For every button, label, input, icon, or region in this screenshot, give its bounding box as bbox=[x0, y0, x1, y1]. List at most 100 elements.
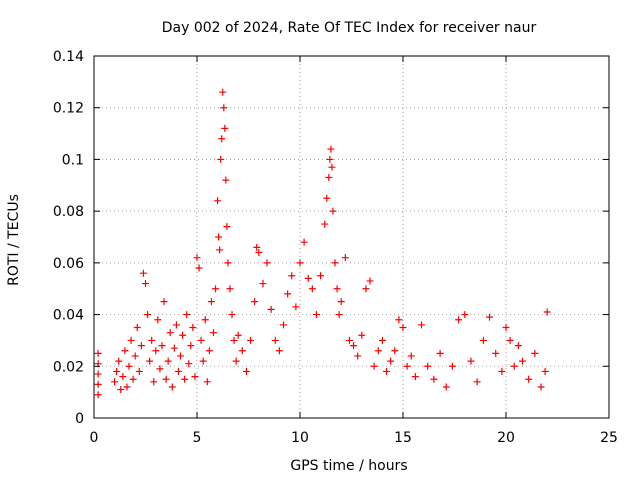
data-point bbox=[543, 308, 551, 316]
data-point bbox=[170, 344, 178, 352]
data-point bbox=[387, 357, 395, 365]
data-point bbox=[121, 347, 129, 355]
data-point bbox=[230, 336, 238, 344]
data-point bbox=[238, 347, 246, 355]
data-point bbox=[216, 246, 224, 254]
x-axis-label: GPS time / hours bbox=[290, 458, 407, 474]
x-tick-label: 10 bbox=[291, 430, 309, 446]
data-point bbox=[195, 264, 203, 272]
y-axis-label: ROTI / TECUs bbox=[6, 194, 22, 286]
data-point bbox=[221, 124, 229, 132]
data-point bbox=[168, 383, 176, 391]
data-point bbox=[514, 342, 522, 350]
data-point bbox=[94, 349, 102, 357]
data-point bbox=[424, 362, 432, 370]
x-tick-label: 5 bbox=[193, 430, 202, 446]
data-point bbox=[158, 342, 166, 350]
data-point bbox=[220, 104, 228, 112]
data-point bbox=[251, 298, 259, 306]
data-point bbox=[362, 285, 370, 293]
data-point bbox=[418, 321, 426, 329]
data-point bbox=[502, 324, 510, 331]
data-point bbox=[226, 285, 234, 293]
data-point bbox=[288, 272, 296, 280]
data-point bbox=[308, 285, 316, 293]
data-point bbox=[374, 347, 382, 355]
data-point bbox=[94, 370, 102, 378]
data-point bbox=[383, 367, 391, 375]
data-point bbox=[312, 311, 320, 319]
data-point bbox=[197, 336, 205, 344]
data-point bbox=[325, 174, 333, 182]
data-point bbox=[395, 316, 403, 324]
y-tick-label: 0 bbox=[75, 411, 84, 427]
data-point bbox=[156, 365, 164, 373]
data-point bbox=[127, 336, 135, 344]
data-point bbox=[224, 259, 232, 267]
data-point bbox=[148, 336, 156, 344]
y-tick-labels: 0 0.02 0.04 0.06 0.08 0.1 0.12 0.14 bbox=[53, 49, 84, 427]
data-point bbox=[174, 367, 182, 375]
x-tick-labels: 0 5 10 15 20 25 bbox=[90, 430, 618, 446]
y-tick-label: 0.08 bbox=[53, 204, 84, 220]
data-point bbox=[354, 352, 362, 360]
chart-title: Day 002 of 2024, Rate Of TEC Index for r… bbox=[162, 20, 537, 36]
data-point bbox=[199, 357, 207, 365]
data-point bbox=[137, 342, 145, 350]
data-point bbox=[152, 347, 160, 355]
data-point bbox=[146, 357, 154, 365]
data-point bbox=[267, 305, 275, 313]
data-point bbox=[131, 352, 139, 360]
data-point bbox=[510, 362, 518, 370]
data-point bbox=[253, 243, 261, 251]
data-point bbox=[179, 331, 187, 339]
data-point bbox=[407, 352, 415, 360]
data-point bbox=[255, 249, 263, 257]
grid-lines bbox=[94, 56, 609, 418]
data-point bbox=[94, 391, 102, 399]
data-point bbox=[525, 375, 533, 383]
data-point bbox=[183, 311, 191, 319]
data-point bbox=[214, 197, 222, 205]
data-point bbox=[331, 259, 339, 267]
data-point bbox=[479, 336, 487, 344]
data-point bbox=[228, 311, 236, 319]
data-point bbox=[232, 357, 240, 365]
data-point bbox=[191, 373, 199, 381]
data-point bbox=[436, 349, 444, 357]
data-point bbox=[448, 362, 456, 370]
data-point bbox=[242, 367, 250, 375]
data-point bbox=[193, 254, 201, 262]
data-point bbox=[212, 285, 220, 293]
data-point bbox=[234, 331, 242, 339]
data-point bbox=[358, 331, 366, 339]
data-point bbox=[328, 163, 336, 171]
x-tick-label: 0 bbox=[90, 430, 99, 446]
axis-ticks bbox=[93, 55, 610, 419]
data-point bbox=[411, 373, 419, 381]
data-point bbox=[133, 324, 141, 331]
data-point bbox=[467, 357, 475, 365]
data-point bbox=[263, 259, 271, 267]
data-point bbox=[461, 311, 469, 319]
y-tick-label: 0.02 bbox=[53, 359, 84, 375]
data-point bbox=[113, 367, 121, 375]
y-tick-label: 0.04 bbox=[53, 308, 84, 324]
data-point bbox=[537, 383, 545, 391]
data-point bbox=[160, 298, 168, 306]
y-tick-label: 0.14 bbox=[53, 49, 84, 65]
data-point bbox=[403, 362, 411, 370]
data-point bbox=[205, 347, 213, 355]
data-point bbox=[280, 321, 288, 329]
data-point bbox=[172, 321, 180, 329]
data-point bbox=[117, 386, 125, 394]
data-point bbox=[518, 357, 526, 365]
data-point bbox=[321, 220, 329, 228]
data-point bbox=[94, 380, 102, 388]
y-tick-label: 0.12 bbox=[53, 101, 84, 117]
data-point bbox=[187, 342, 195, 350]
data-point bbox=[162, 375, 170, 383]
data-point bbox=[139, 269, 147, 277]
data-point bbox=[259, 280, 267, 288]
y-tick-label: 0.06 bbox=[53, 256, 84, 272]
